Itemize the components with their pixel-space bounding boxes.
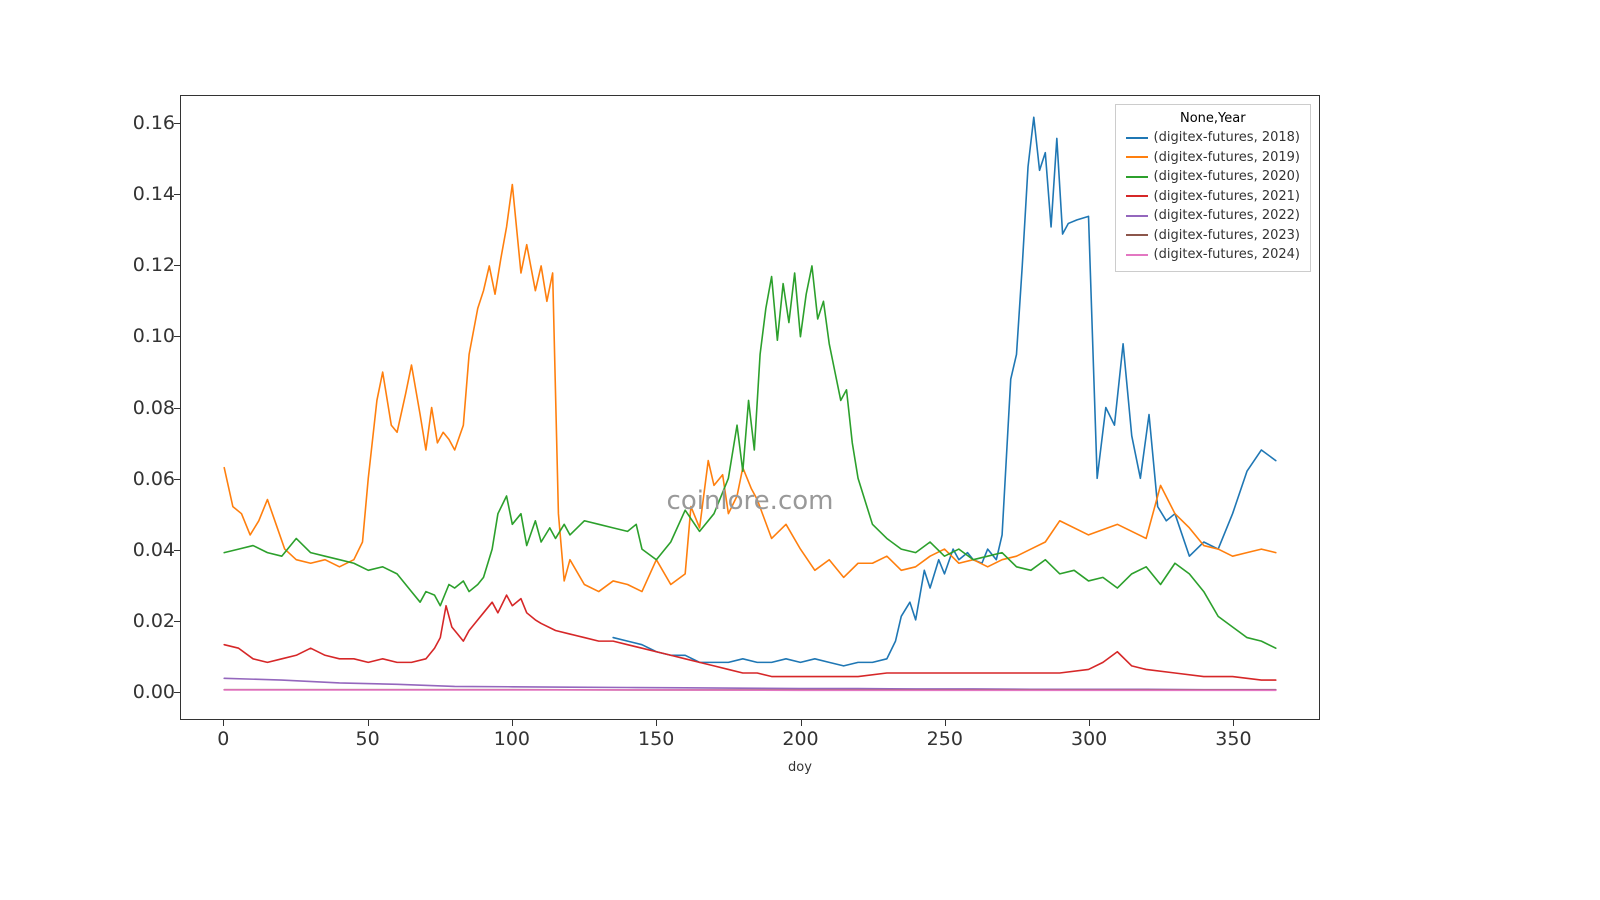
- x-tick-label: 200: [782, 728, 818, 750]
- y-tick-label: 0.10: [133, 325, 175, 347]
- y-tick-label: 0.12: [133, 254, 175, 276]
- y-tick-label: 0.08: [133, 397, 175, 419]
- legend-swatch: [1126, 234, 1148, 236]
- legend-item: (digitex-futures, 2019): [1126, 148, 1300, 168]
- legend-swatch: [1126, 156, 1148, 158]
- x-tick-label: 300: [1071, 728, 1107, 750]
- legend-item: (digitex-futures, 2024): [1126, 245, 1300, 265]
- legend-swatch: [1126, 195, 1148, 197]
- x-tick-label: 50: [356, 728, 380, 750]
- x-axis-label: doy: [788, 760, 812, 775]
- y-tick-label: 0.16: [133, 112, 175, 134]
- y-axis-ticks: 0.00 0.02 0.04 0.06 0.08 0.10 0.12 0.14 0.16: [100, 95, 175, 720]
- x-tick-label: 250: [927, 728, 963, 750]
- y-tick-label: 0.00: [133, 681, 175, 703]
- x-tick-label: 150: [638, 728, 674, 750]
- legend-item: (digitex-futures, 2020): [1126, 167, 1300, 187]
- y-tick-label: 0.04: [133, 539, 175, 561]
- legend-swatch: [1126, 254, 1148, 256]
- x-tick-label: 0: [217, 728, 229, 750]
- legend-label: (digitex-futures, 2021): [1154, 187, 1300, 207]
- legend-item: (digitex-futures, 2022): [1126, 206, 1300, 226]
- y-tick-label: 0.14: [133, 183, 175, 205]
- series-line: [224, 595, 1276, 680]
- legend-label: (digitex-futures, 2020): [1154, 167, 1300, 187]
- legend-item: (digitex-futures, 2018): [1126, 128, 1300, 148]
- legend-title: None,Year: [1126, 111, 1300, 126]
- y-tick-label: 0.06: [133, 468, 175, 490]
- x-tick-label: 350: [1215, 728, 1251, 750]
- legend-item: (digitex-futures, 2023): [1126, 226, 1300, 246]
- legend-label: (digitex-futures, 2024): [1154, 245, 1300, 265]
- plot-frame: coinlore.com None,Year (digitex-futures,…: [180, 95, 1320, 720]
- legend-item: (digitex-futures, 2021): [1126, 187, 1300, 207]
- series-line: [224, 678, 1276, 689]
- legend-label: (digitex-futures, 2023): [1154, 226, 1300, 246]
- x-tick-label: 100: [494, 728, 530, 750]
- series-line: [224, 266, 1276, 648]
- legend-label: (digitex-futures, 2022): [1154, 206, 1300, 226]
- x-axis-ticks: 0 50 100 150 200 250 300 350: [180, 720, 1320, 760]
- legend-swatch: [1126, 215, 1148, 217]
- legend-swatch: [1126, 176, 1148, 178]
- legend-box: None,Year (digitex-futures, 2018)(digite…: [1115, 104, 1311, 272]
- legend-label: (digitex-futures, 2019): [1154, 148, 1300, 168]
- legend-label: (digitex-futures, 2018): [1154, 128, 1300, 148]
- y-tick-label: 0.02: [133, 610, 175, 632]
- legend-swatch: [1126, 137, 1148, 139]
